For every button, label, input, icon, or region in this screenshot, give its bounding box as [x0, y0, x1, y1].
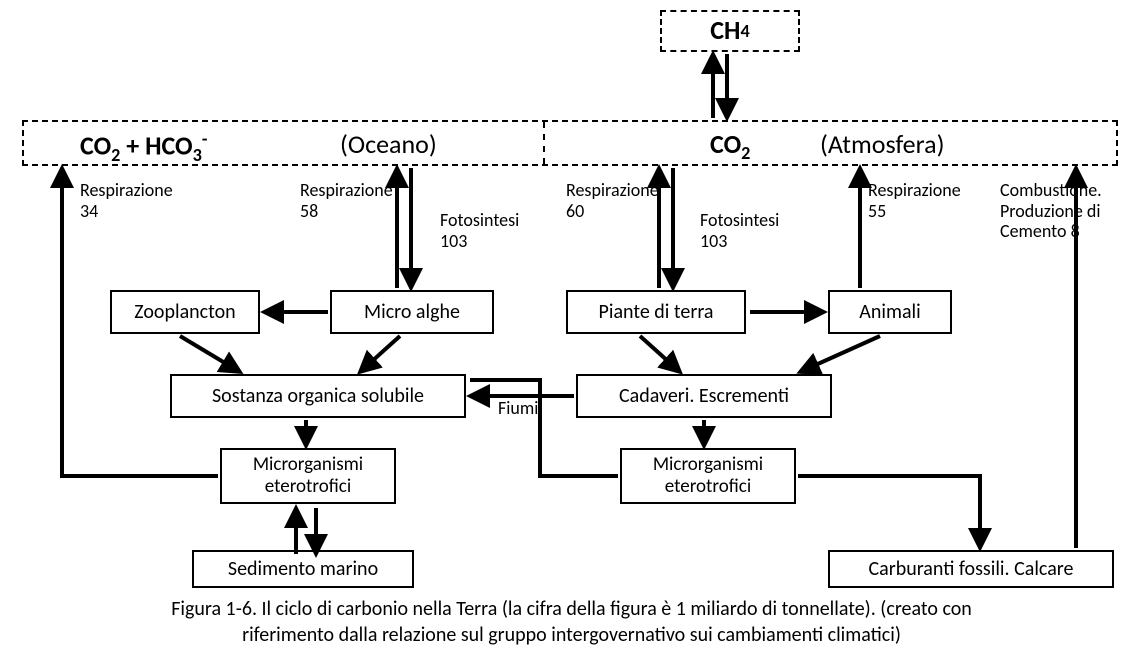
node-cadaveri: Cadaveri. Escrementi: [576, 374, 832, 418]
label-foto103a: Fotosintesi 103: [440, 210, 519, 251]
label-foto103b: Fotosintesi 103: [700, 210, 779, 251]
atm-formula: CO2: [710, 128, 750, 164]
node-piante: Piante di terra: [566, 290, 746, 334]
atm-label: (Atmosfera): [820, 128, 944, 160]
node-micro-het-l: Microrganismi eterotrofici: [220, 448, 396, 504]
ocean-label: (Oceano): [340, 128, 437, 160]
node-zooplancton: Zooplancton: [110, 290, 260, 334]
caption-line1: Figura 1-6. Il ciclo di carbonio nella T…: [171, 597, 972, 621]
ocean-formula: CO2 + HCO3-: [80, 128, 207, 166]
node-sost-org: Sostanza organica solubile: [170, 374, 466, 418]
carbon-cycle-diagram: CH4 CO2 + HCO3- (Oceano) CO2 (Atmosfera)…: [0, 0, 1143, 655]
label-resp55: Respirazione 55: [868, 180, 961, 221]
label-resp60: Respirazione 60: [566, 180, 659, 221]
label-resp58: Respirazione 58: [300, 180, 393, 221]
label-resp34: Respirazione 34: [80, 180, 173, 221]
label-comb: Combustione. Produzione di Cemento 8: [1000, 180, 1102, 242]
figure-caption: Figura 1-6. Il ciclo di carbonio nella T…: [0, 596, 1143, 648]
caption-line2: riferimento dalla relazione sul gruppo i…: [242, 623, 901, 647]
label-fiumi: Fiumi: [498, 398, 538, 419]
node-microalghe: Micro alghe: [330, 290, 494, 334]
node-ch4: CH4: [660, 10, 800, 52]
node-carburanti: Carburanti fossili. Calcare: [828, 550, 1114, 588]
node-sedimento: Sedimento marino: [192, 550, 414, 588]
node-micro-het-r: Microrganismi eterotrofici: [620, 448, 796, 504]
node-animali: Animali: [828, 290, 952, 334]
